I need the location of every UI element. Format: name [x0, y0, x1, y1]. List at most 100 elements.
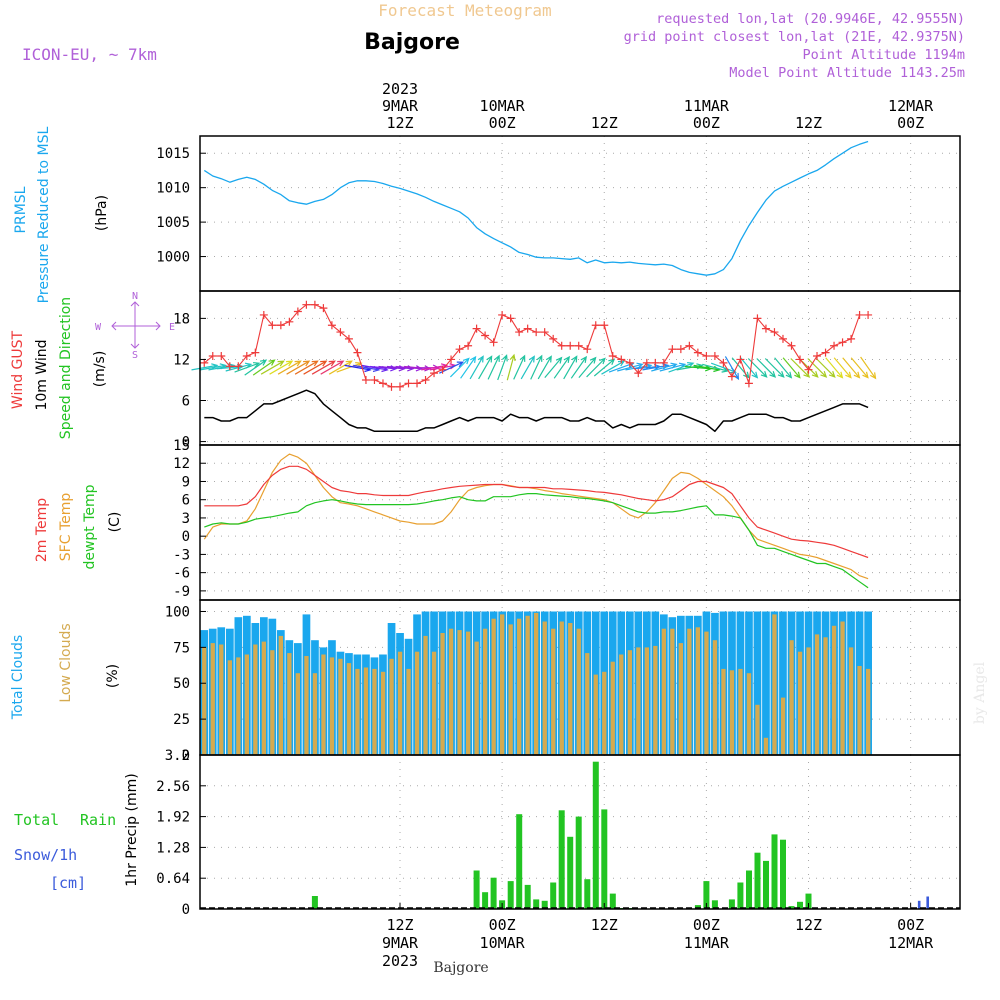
wind-gust-marker — [310, 300, 319, 309]
wind-gust-marker — [719, 358, 728, 367]
wind-gust-marker — [566, 341, 575, 350]
wind-gust-marker — [770, 328, 779, 337]
low-clouds-bar — [508, 624, 513, 755]
rain-bar — [746, 870, 752, 909]
time-label-bottom: 00Z — [489, 916, 516, 934]
wind-direction-arrow — [506, 353, 516, 381]
wind-gust-marker — [387, 382, 396, 391]
low-clouds-bar — [227, 660, 232, 755]
wind-gust-marker — [447, 355, 456, 364]
rain-bar — [575, 816, 582, 909]
rain-bar — [711, 900, 718, 909]
time-label-top: 00Z — [489, 114, 516, 132]
requested-coords: requested lon,lat (20.9946E, 42.9555N) — [656, 11, 965, 27]
pressure-labels: PRMSL Pressure Reduced to MSL (hPa) — [13, 126, 110, 303]
low-clouds-bar — [406, 668, 411, 755]
low-clouds-bar — [551, 628, 556, 755]
ms-unit-label: (m/s) — [92, 351, 108, 388]
wind-direction-arrow — [570, 355, 587, 379]
wind-gust-marker — [344, 334, 353, 343]
low-clouds-bar — [414, 651, 420, 755]
wind-gust-marker — [396, 382, 404, 391]
wind-gust-marker — [557, 341, 566, 350]
wind-gust-marker — [430, 369, 439, 378]
wind-gust-marker — [302, 300, 311, 309]
y-tick-label: 3.2 — [165, 748, 190, 764]
wind-direction-arrow — [244, 359, 268, 376]
y-tick-label: 15 — [173, 438, 190, 454]
total-clouds-bar — [762, 611, 770, 755]
location-title: Bajgore — [364, 30, 460, 55]
rain-bar — [805, 893, 812, 909]
wind-gust-marker — [651, 358, 660, 367]
wind-direction-arrow — [311, 360, 336, 375]
wind-direction-arrow — [449, 357, 470, 378]
time-label-bottom: 9MAR — [382, 934, 419, 952]
rain-bar — [550, 882, 557, 909]
y-tick-label: 0 — [182, 435, 190, 451]
wind-gust-marker — [574, 341, 583, 350]
low-clouds-bar — [431, 651, 437, 755]
cloud-labels: Total Clouds Low Clouds (%) — [10, 623, 121, 720]
prmsl-label: PRMSL — [13, 186, 29, 233]
rain-bar — [524, 884, 531, 909]
time-label-bottom: 12Z — [591, 916, 618, 934]
y-tick-label: 1.92 — [156, 810, 190, 826]
low-clouds-bar — [840, 621, 845, 755]
wind-gust-marker — [404, 379, 413, 388]
point-altitude: Point Altitude 1194m — [802, 47, 965, 63]
wind-gust-marker — [676, 345, 685, 354]
wind-direction-arrow — [487, 354, 500, 380]
wind-gust-marker — [736, 355, 745, 364]
wind-gust-marker — [217, 352, 226, 361]
rain-bar — [311, 896, 318, 909]
low-clouds-bar — [380, 671, 386, 755]
sfc-temp-line — [203, 453, 869, 580]
wind-gust-marker — [796, 355, 804, 364]
wind-speed-line — [204, 389, 869, 433]
wind-direction-arrow — [469, 355, 484, 380]
low-clouds-bar — [661, 628, 666, 755]
low-clouds-bar — [466, 631, 471, 755]
time-label-bottom: 11MAR — [684, 934, 730, 952]
wind-direction-arrow — [740, 357, 759, 379]
temp-labels: 2m Temp SFC Temp dewpt Temp (C) — [34, 484, 123, 569]
footer-location: Bajgore — [433, 960, 488, 976]
wind-direction-arrow — [260, 360, 285, 375]
wind-gust-marker — [421, 375, 430, 384]
time-label-top: 2023 — [382, 80, 418, 98]
rain-bar — [507, 881, 514, 909]
low-clouds-bar — [483, 628, 488, 755]
wind-gust-marker — [438, 365, 447, 374]
wind-gust-marker — [200, 358, 209, 367]
chart-title: Forecast Meteogram — [378, 1, 551, 20]
low-clouds-bar — [338, 658, 343, 755]
wind-gust-marker — [821, 348, 830, 357]
wind-gust-marker — [225, 362, 234, 371]
wind-gust-marker — [813, 352, 822, 361]
y-tick-label: 100 — [165, 604, 190, 620]
low-clouds-bar — [534, 612, 539, 755]
wind-gust-marker — [693, 348, 702, 357]
low-clouds-bar — [763, 737, 769, 755]
grid-point-coords: grid point closest lon,lat (21E, 42.9375… — [624, 29, 965, 45]
rain-bar — [516, 814, 523, 909]
wind-gust-marker — [838, 338, 847, 347]
rain-bar — [558, 810, 565, 909]
wind-direction-arrow — [842, 357, 861, 379]
wind-gust-marker — [506, 314, 515, 323]
low-clouds-bar — [236, 657, 241, 755]
low-clouds-bar — [295, 673, 300, 755]
rain-bar — [601, 809, 608, 909]
wind-gust-marker — [702, 352, 711, 361]
wind-gust-marker — [455, 345, 464, 354]
y-tick-label: 1010 — [156, 181, 190, 197]
wind-gust-marker — [268, 321, 277, 330]
wind-gust-marker — [830, 341, 839, 350]
wind-speed-dir-label: Speed and Direction — [58, 297, 74, 439]
low-clouds-bar — [278, 635, 283, 755]
low-clouds-bar — [738, 668, 743, 755]
wind-gust-marker — [540, 328, 549, 337]
low-clouds-label: Low Clouds — [58, 623, 74, 702]
time-label-bottom: 12Z — [795, 916, 822, 934]
